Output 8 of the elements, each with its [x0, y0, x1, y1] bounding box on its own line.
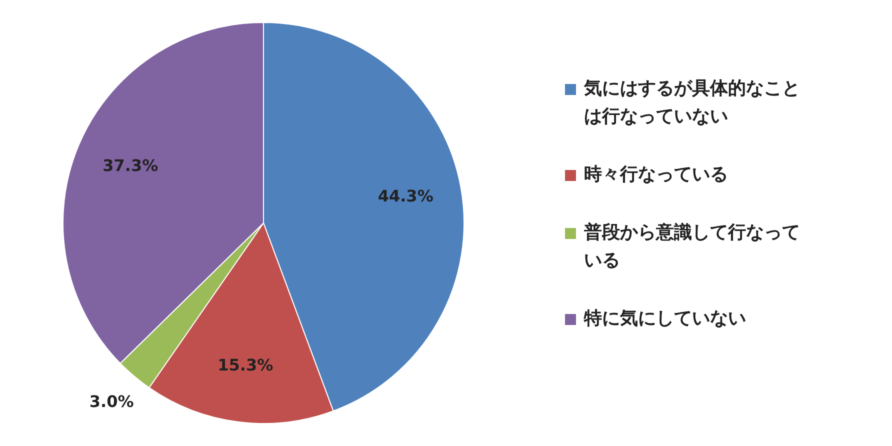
legend-label: 特に気にしていない [584, 307, 746, 331]
legend-label: 時々行なっている [584, 163, 728, 187]
data-label: 3.0% [89, 392, 134, 412]
data-label: 15.3% [218, 355, 274, 374]
data-label: 44.3% [378, 186, 434, 206]
data-label: 37.3% [102, 156, 158, 176]
legend-label: 気にはするが具体的なことは行なっていない [584, 77, 801, 129]
legend-label: 普段から意識して行なっている [584, 221, 801, 273]
